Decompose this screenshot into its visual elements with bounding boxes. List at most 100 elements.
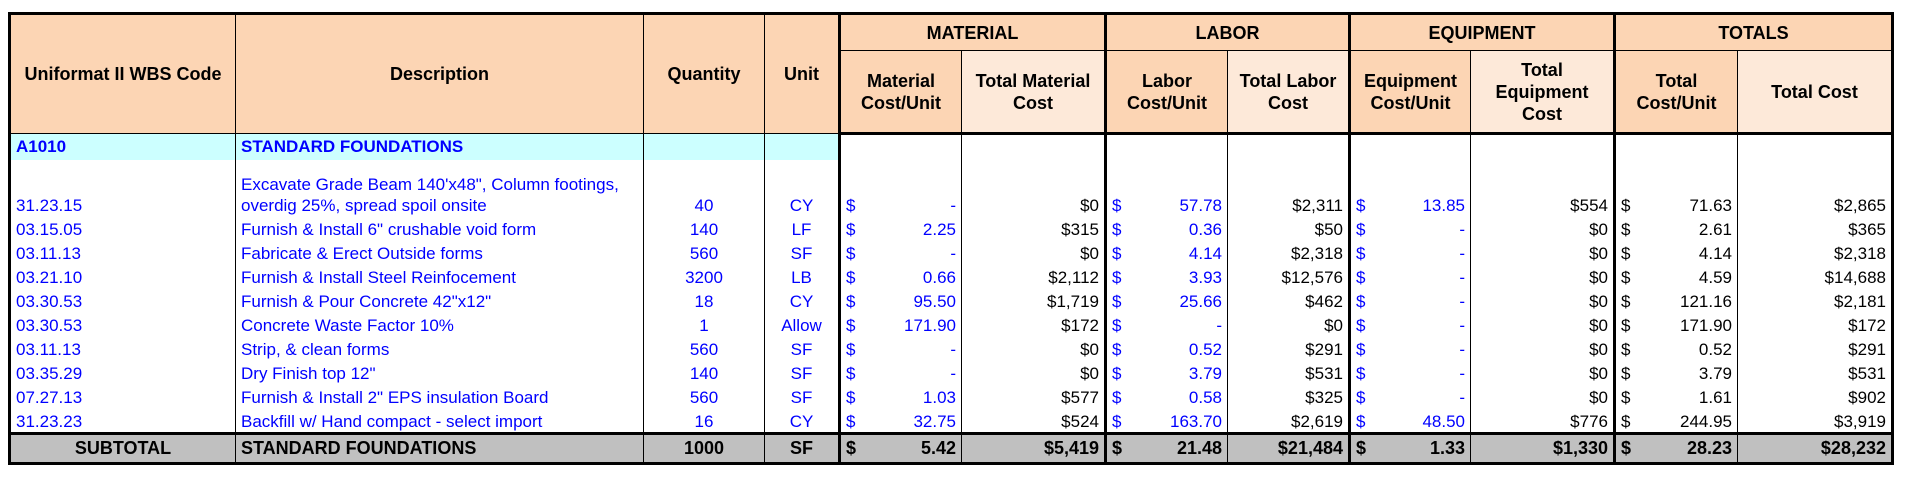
unit-cost-cell: $4.14 — [1613, 240, 1738, 264]
cell: $50 — [1227, 216, 1350, 240]
column-header: Total Labor Cost — [1227, 50, 1350, 135]
amount: 0.36 — [1188, 220, 1222, 239]
amount: 0.58 — [1188, 388, 1222, 407]
unit-cost-cell: $0.58 — [1104, 384, 1228, 408]
cell: 03.30.53 — [8, 288, 236, 312]
money: $ - — [846, 196, 956, 216]
amount: 4.59 — [1698, 268, 1732, 287]
unit-cost-cell: $ - — [1104, 312, 1228, 336]
currency-symbol: $ — [1621, 388, 1631, 407]
currency-symbol: $ — [846, 268, 856, 287]
cell: $0 — [1227, 312, 1350, 336]
cell: 560 — [643, 336, 765, 360]
amount: 5.42 — [920, 438, 956, 458]
currency-symbol: $ — [846, 196, 856, 215]
cell — [764, 133, 840, 160]
unit-cost-cell: $ - — [838, 160, 962, 216]
group-header: TOTALS — [1613, 13, 1893, 51]
amount: - — [950, 244, 956, 263]
unit-cost-cell: $ - — [838, 336, 962, 360]
cell: $172 — [1737, 312, 1893, 336]
currency-symbol: $ — [1356, 412, 1366, 431]
cell: 03.15.05 — [8, 216, 236, 240]
money: $1.61 — [1621, 388, 1732, 408]
money: $0.52 — [1112, 340, 1222, 360]
amount: 3.79 — [1698, 364, 1732, 383]
cell: $291 — [1227, 336, 1350, 360]
unit-cost-cell: $95.50 — [838, 288, 962, 312]
amount: - — [1459, 244, 1465, 263]
unit-cost-cell: $0.52 — [1104, 336, 1228, 360]
currency-symbol: $ — [1356, 244, 1366, 263]
cell: $2,318 — [1227, 240, 1350, 264]
money: $21.48 — [1112, 438, 1222, 459]
cell: $0 — [1470, 216, 1615, 240]
money: $13.85 — [1356, 196, 1465, 216]
cell: 03.11.13 — [8, 240, 236, 264]
cell: Fabricate & Erect Outside forms — [235, 240, 644, 264]
money: $ - — [846, 340, 956, 360]
amount: - — [1459, 220, 1465, 239]
money: $ - — [1356, 316, 1465, 336]
amount: 0.52 — [1698, 340, 1732, 359]
money: $57.78 — [1112, 196, 1222, 216]
section-title: STANDARD FOUNDATIONS — [235, 133, 644, 160]
table-row: 03.21.10 Furnish & Install Steel Reinfoce… — [8, 264, 1893, 288]
table-body: 31.23.15 Excavate Grade Beam 140'x48", Co… — [8, 160, 1893, 434]
amount: - — [950, 364, 956, 383]
amount: - — [1459, 268, 1465, 287]
cell: CY — [764, 408, 840, 434]
cell: $2,112 — [961, 264, 1106, 288]
currency-symbol: $ — [1112, 316, 1122, 335]
currency-symbol: $ — [846, 244, 856, 263]
unit-cost-cell: $5.42 — [838, 432, 962, 464]
currency-symbol: $ — [1356, 340, 1366, 359]
cell — [961, 133, 1106, 160]
money: $ - — [1112, 316, 1222, 336]
cell: $2,619 — [1227, 408, 1350, 434]
currency-symbol: $ — [846, 364, 856, 383]
cell: Concrete Waste Factor 10% — [235, 312, 644, 336]
amount: - — [1459, 388, 1465, 407]
unit-cost-cell: $ - — [1348, 288, 1471, 312]
money: $2.61 — [1621, 220, 1732, 240]
cell: CY — [764, 288, 840, 312]
unit-cost-cell: $0.36 — [1104, 216, 1228, 240]
currency-symbol: $ — [1621, 412, 1631, 431]
money: $ - — [1356, 364, 1465, 384]
amount: 4.14 — [1188, 244, 1222, 263]
cell: 140 — [643, 360, 765, 384]
cell: Furnish & Pour Concrete 42"x12" — [235, 288, 644, 312]
currency-symbol: $ — [1621, 220, 1631, 239]
cell: $0 — [1470, 336, 1615, 360]
table-row: 07.27.13 Furnish & Install 2" EPS insulat… — [8, 384, 1893, 408]
unit-cost-cell: $ - — [1348, 216, 1471, 240]
column-header: Total Cost/Unit — [1613, 50, 1738, 135]
cell: SF — [764, 240, 840, 264]
amount: 48.50 — [1422, 412, 1465, 431]
cell: $0 — [1470, 240, 1615, 264]
table-row: 03.35.29 Dry Finish top 12" 140 SF $ - $0 $3.79… — [8, 360, 1893, 384]
amount: 171.90 — [904, 316, 956, 335]
cell: SF — [764, 384, 840, 408]
currency-symbol: $ — [1356, 388, 1366, 407]
amount: 13.85 — [1422, 196, 1465, 215]
money: $4.14 — [1621, 244, 1732, 264]
amount: 71.63 — [1689, 196, 1732, 215]
money: $ - — [1356, 340, 1465, 360]
unit-cost-cell: $0.52 — [1613, 336, 1738, 360]
money: $ - — [1356, 292, 1465, 312]
cell: 18 — [643, 288, 765, 312]
cell: 1 — [643, 312, 765, 336]
currency-symbol: $ — [1621, 340, 1631, 359]
cell: $12,576 — [1227, 264, 1350, 288]
cell: 03.21.10 — [8, 264, 236, 288]
cell: 03.35.29 — [8, 360, 236, 384]
cell: Furnish & Install 6" crushable void form — [235, 216, 644, 240]
currency-symbol: $ — [1356, 364, 1366, 383]
currency-symbol: $ — [1112, 220, 1122, 239]
unit-cost-cell: $1.03 — [838, 384, 962, 408]
column-header: Total Equipment Cost — [1470, 50, 1615, 135]
currency-symbol: $ — [1112, 196, 1122, 215]
amount: 2.25 — [922, 220, 956, 239]
